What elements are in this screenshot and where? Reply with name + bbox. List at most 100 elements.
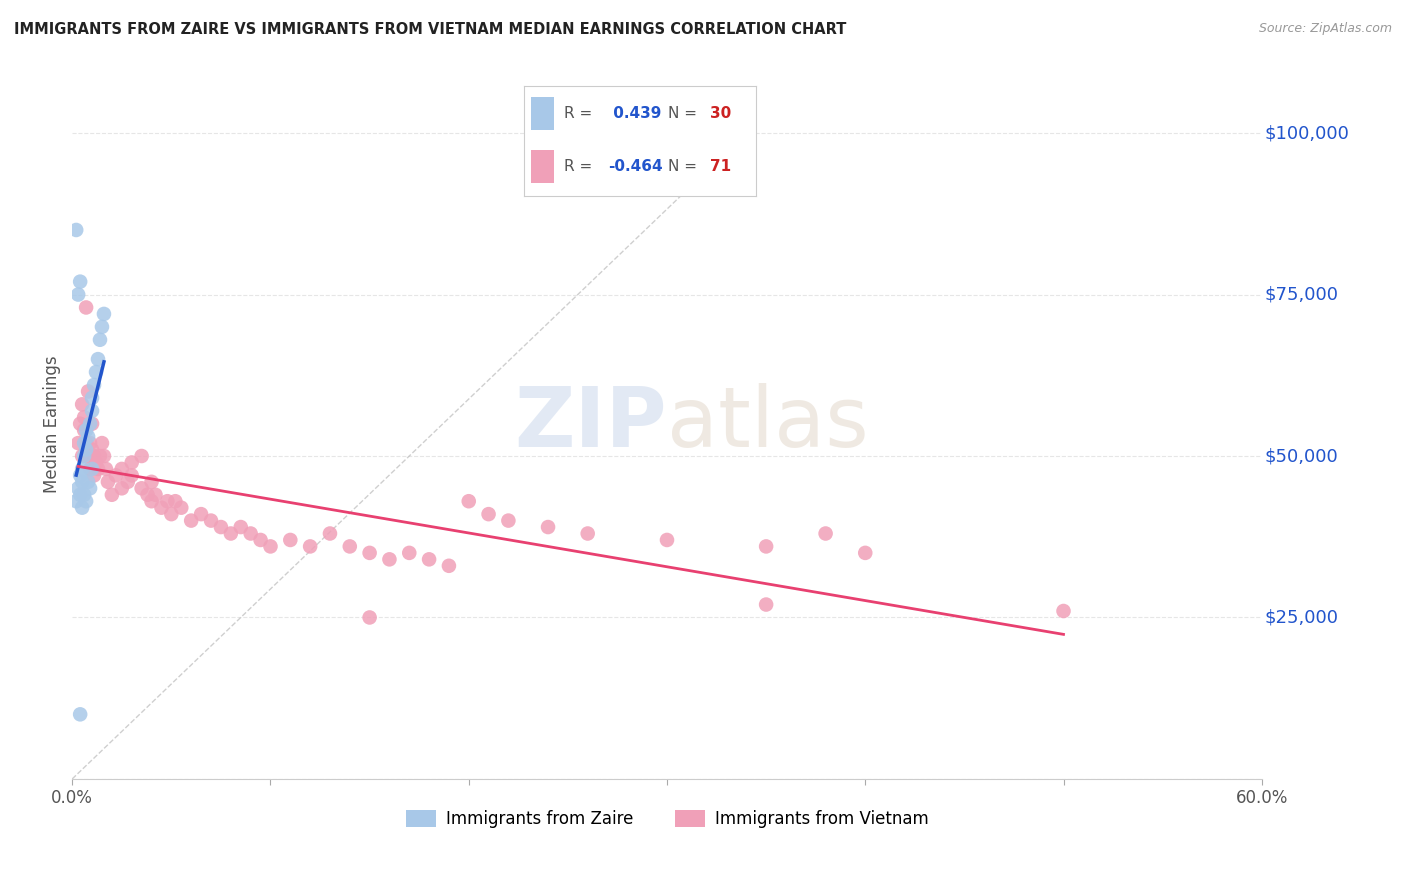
Point — [249, 533, 271, 547]
Point — [209, 520, 232, 534]
Point — [65, 223, 87, 237]
Point — [498, 514, 520, 528]
Point — [80, 391, 103, 405]
Point — [69, 275, 91, 289]
Legend: Immigrants from Zaire, Immigrants from Vietnam: Immigrants from Zaire, Immigrants from V… — [399, 803, 935, 835]
Point — [73, 436, 96, 450]
Point — [83, 468, 105, 483]
Point — [145, 488, 167, 502]
Point — [70, 462, 93, 476]
Point — [87, 462, 110, 476]
Point — [75, 301, 97, 315]
Point — [80, 462, 103, 476]
Point — [75, 494, 97, 508]
Point — [259, 540, 281, 554]
Point — [853, 546, 876, 560]
Text: IMMIGRANTS FROM ZAIRE VS IMMIGRANTS FROM VIETNAM MEDIAN EARNINGS CORRELATION CHA: IMMIGRANTS FROM ZAIRE VS IMMIGRANTS FROM… — [14, 22, 846, 37]
Point — [70, 397, 93, 411]
Point — [89, 333, 111, 347]
Point — [755, 540, 778, 554]
Point — [319, 526, 342, 541]
Point — [69, 468, 91, 483]
Point — [339, 540, 361, 554]
Point — [131, 449, 153, 463]
Point — [537, 520, 560, 534]
Point — [111, 481, 134, 495]
Point — [101, 488, 124, 502]
Point — [69, 417, 91, 431]
Point — [67, 287, 90, 301]
Point — [378, 552, 401, 566]
Point — [359, 610, 381, 624]
Text: $75,000: $75,000 — [1264, 285, 1339, 303]
Point — [79, 481, 101, 495]
Text: $100,000: $100,000 — [1264, 124, 1348, 142]
Point — [97, 475, 120, 489]
Point — [91, 436, 114, 450]
Point — [87, 352, 110, 367]
Point — [65, 494, 87, 508]
Point — [77, 430, 100, 444]
Point — [93, 449, 115, 463]
Point — [77, 475, 100, 489]
Point — [77, 449, 100, 463]
Point — [67, 481, 90, 495]
Point — [239, 526, 262, 541]
Point — [111, 462, 134, 476]
Y-axis label: Median Earnings: Median Earnings — [44, 355, 60, 492]
Point — [398, 546, 420, 560]
Text: $25,000: $25,000 — [1264, 608, 1339, 626]
Text: $50,000: $50,000 — [1264, 447, 1339, 465]
Point — [576, 526, 599, 541]
Point — [73, 423, 96, 437]
Point — [131, 481, 153, 495]
Point — [1052, 604, 1074, 618]
Point — [93, 307, 115, 321]
Point — [165, 494, 187, 508]
Point — [67, 436, 90, 450]
Point — [150, 500, 173, 515]
Point — [219, 526, 242, 541]
Point — [69, 707, 91, 722]
Point — [104, 468, 127, 483]
Point — [70, 500, 93, 515]
Point — [70, 475, 93, 489]
Point — [299, 540, 322, 554]
Point — [190, 507, 212, 521]
Text: Source: ZipAtlas.com: Source: ZipAtlas.com — [1258, 22, 1392, 36]
Point — [79, 462, 101, 476]
Point — [84, 365, 107, 379]
Point — [180, 514, 202, 528]
Point — [141, 494, 163, 508]
Point — [117, 475, 139, 489]
Point — [457, 494, 479, 508]
Point — [121, 468, 143, 483]
Point — [278, 533, 301, 547]
Point — [73, 410, 96, 425]
Point — [755, 598, 778, 612]
Point — [437, 558, 460, 573]
Point — [83, 378, 105, 392]
Point — [94, 462, 117, 476]
Point — [655, 533, 678, 547]
Point — [141, 475, 163, 489]
Point — [75, 436, 97, 450]
Point — [79, 417, 101, 431]
Point — [75, 423, 97, 437]
Point — [80, 404, 103, 418]
Point — [83, 449, 105, 463]
Point — [160, 507, 183, 521]
Point — [69, 488, 91, 502]
Point — [814, 526, 837, 541]
Point — [89, 449, 111, 463]
Point — [80, 442, 103, 457]
Text: ZIP: ZIP — [515, 384, 666, 464]
Point — [418, 552, 440, 566]
Point — [359, 546, 381, 560]
Point — [73, 488, 96, 502]
Point — [84, 455, 107, 469]
Point — [156, 494, 179, 508]
Point — [70, 449, 93, 463]
Point — [80, 417, 103, 431]
Point — [229, 520, 252, 534]
